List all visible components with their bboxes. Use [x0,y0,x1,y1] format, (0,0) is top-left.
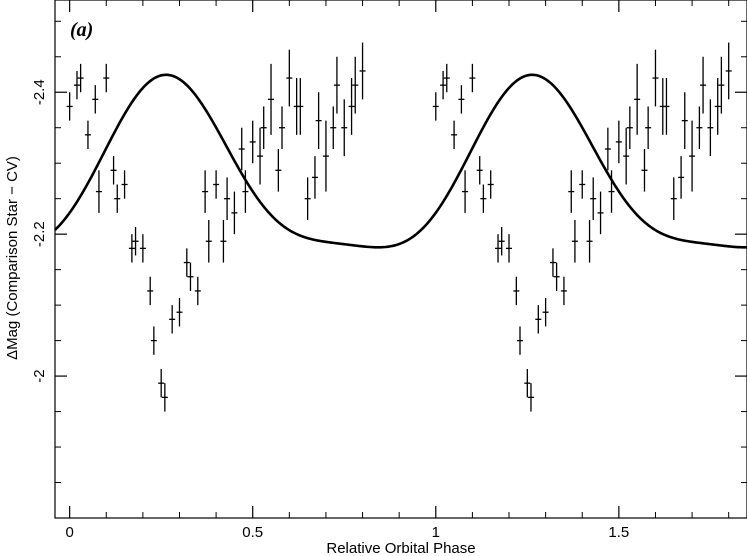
y-tick-label: -2.2 [31,221,48,247]
y-tick-label: -2 [31,369,48,382]
plot-frame [54,0,747,519]
x-tick-label: 1 [432,524,440,541]
x-tick-label: 0 [65,524,73,541]
fit-curve [54,73,747,249]
y-axis-ticks: -2 -2.2 -2.4 [31,20,747,484]
panel-label: (a) [70,19,93,41]
x-axis-title: Relative Orbital Phase [326,540,475,556]
x-tick-label: 1.5 [608,524,629,541]
y-axis-title: ΔMag (Comparison Star − CV) [4,156,21,360]
data-points [66,42,732,412]
x-axis-ticks: 0 0.5 1 1.5 [65,0,730,541]
y-tick-label: -2.4 [31,79,48,105]
x-tick-label: 0.5 [242,524,263,541]
